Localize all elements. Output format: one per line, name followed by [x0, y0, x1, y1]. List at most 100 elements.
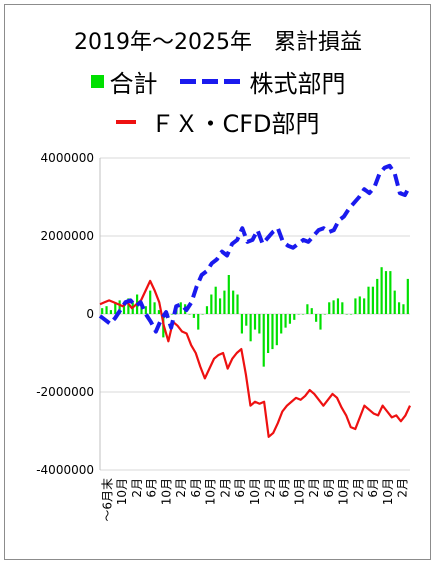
- legend-swatch-total: [90, 75, 104, 88]
- bar-total: [354, 298, 357, 314]
- bar-total: [144, 306, 147, 314]
- bar-total: [323, 314, 326, 315]
- bar-total: [227, 275, 230, 314]
- bar-total: [275, 314, 278, 346]
- bar-total: [236, 294, 239, 314]
- x-tick-label: 2月: [396, 478, 410, 498]
- bar-total: [101, 308, 104, 314]
- x-tick-label: 6月: [145, 478, 159, 498]
- x-tick-label: 10月: [204, 478, 218, 505]
- bar-total: [197, 314, 200, 330]
- bar-total: [267, 314, 270, 353]
- bar-total: [179, 302, 182, 314]
- bar-total: [109, 310, 112, 314]
- bar-total: [201, 314, 204, 315]
- x-tick-label: 10月: [159, 478, 173, 505]
- x-tick-label: 10月: [337, 478, 351, 505]
- y-tick-label: 4000000: [41, 151, 94, 165]
- bar-total: [319, 314, 322, 330]
- bar-total: [376, 278, 379, 314]
- bar-total: [170, 314, 174, 315]
- x-tick-label: 6月: [189, 478, 203, 498]
- bar-total: [297, 314, 300, 315]
- bar-total: [380, 267, 383, 314]
- bar-total: [258, 314, 261, 334]
- legend-label-total: 合計: [109, 70, 158, 98]
- line-series: [98, 163, 412, 438]
- bar-total: [358, 296, 361, 314]
- bar-total: [341, 302, 344, 314]
- bar-total: [118, 300, 121, 314]
- y-tick-label: 0: [86, 307, 94, 321]
- bar-total: [210, 294, 213, 314]
- bar-total: [232, 290, 235, 314]
- bar-total: [371, 286, 374, 314]
- legend-item-total: 合計: [90, 64, 158, 99]
- bar-total: [389, 271, 392, 314]
- bar-total: [406, 278, 409, 314]
- x-tick-label: 2月: [307, 478, 321, 498]
- x-tick-label: ～6月末: [100, 478, 114, 522]
- chart-frame: [4, 4, 431, 560]
- x-axis: ～6月末 10月 2月 6月 10月 2月 6月 10月 2月 6月 10月 2月 6月 10月 2月 6月 1…: [100, 478, 409, 522]
- bar-total: [218, 298, 222, 314]
- x-tick-label: 2月: [263, 478, 277, 498]
- x-tick-label: 6月: [233, 478, 247, 498]
- bar-total: [284, 314, 287, 328]
- bar-total: [332, 300, 335, 314]
- bar-total: [349, 314, 353, 315]
- bar-total: [127, 298, 130, 314]
- x-tick-label: 10月: [292, 478, 306, 505]
- bar-total: [114, 302, 117, 314]
- bar-total: [315, 314, 318, 322]
- legend-item-stock: 株式部門: [179, 64, 346, 99]
- y-tick-label: -2000000: [36, 385, 94, 399]
- bar-total: [328, 302, 331, 314]
- bar-total: [122, 304, 126, 314]
- x-tick-label: 6月: [322, 478, 336, 498]
- bar-total: [367, 286, 370, 314]
- bar-total: [188, 314, 191, 315]
- legend-row-1: 合計 株式部門: [0, 64, 436, 99]
- bar-total: [157, 310, 161, 314]
- bar-total: [262, 314, 265, 367]
- bar-total: [271, 314, 274, 350]
- bar-total: [363, 298, 366, 314]
- bar-total: [214, 286, 217, 314]
- y-tick-label: 2000000: [41, 229, 94, 243]
- x-tick-label: 10月: [381, 478, 395, 505]
- line-stock: [98, 163, 412, 334]
- x-tick-label: 6月: [366, 478, 380, 498]
- legend-row-2: ＦＸ・CFD部門: [0, 104, 436, 139]
- legend-item-fx: ＦＸ・CFD部門: [116, 104, 320, 139]
- bar-total: [393, 290, 396, 314]
- bar-total: [306, 304, 309, 314]
- bar-total: [192, 314, 195, 318]
- x-tick-label: 2月: [174, 478, 188, 498]
- bar-total: [402, 304, 405, 314]
- legend-label-stock: 株式部門: [249, 70, 346, 98]
- bar-total: [280, 314, 283, 334]
- bar-total: [397, 302, 401, 314]
- legend-label-fx: ＦＸ・CFD部門: [150, 110, 320, 138]
- bar-total: [249, 314, 252, 342]
- bar-total: [345, 314, 348, 315]
- x-tick-label: 2月: [351, 478, 365, 498]
- legend-swatch-stock: [179, 79, 240, 84]
- bar-total: [310, 308, 313, 314]
- legend-swatch-fx: [116, 119, 137, 124]
- x-tick-label: 10月: [115, 478, 129, 505]
- bar-total: [293, 314, 296, 320]
- bar-total: [105, 306, 108, 314]
- x-tick-label: 2月: [130, 478, 144, 498]
- bar-total: [240, 314, 243, 334]
- y-axis: 4000000 2000000 0 -2000000 -4000000: [36, 151, 94, 477]
- line-fx-cfd: [99, 279, 411, 438]
- bar-total: [153, 302, 156, 314]
- bar-total: [223, 290, 226, 314]
- bar-total: [384, 271, 388, 314]
- x-tick-label: 6月: [278, 478, 292, 498]
- bar-total: [336, 298, 340, 314]
- x-tick-label: 10月: [248, 478, 262, 505]
